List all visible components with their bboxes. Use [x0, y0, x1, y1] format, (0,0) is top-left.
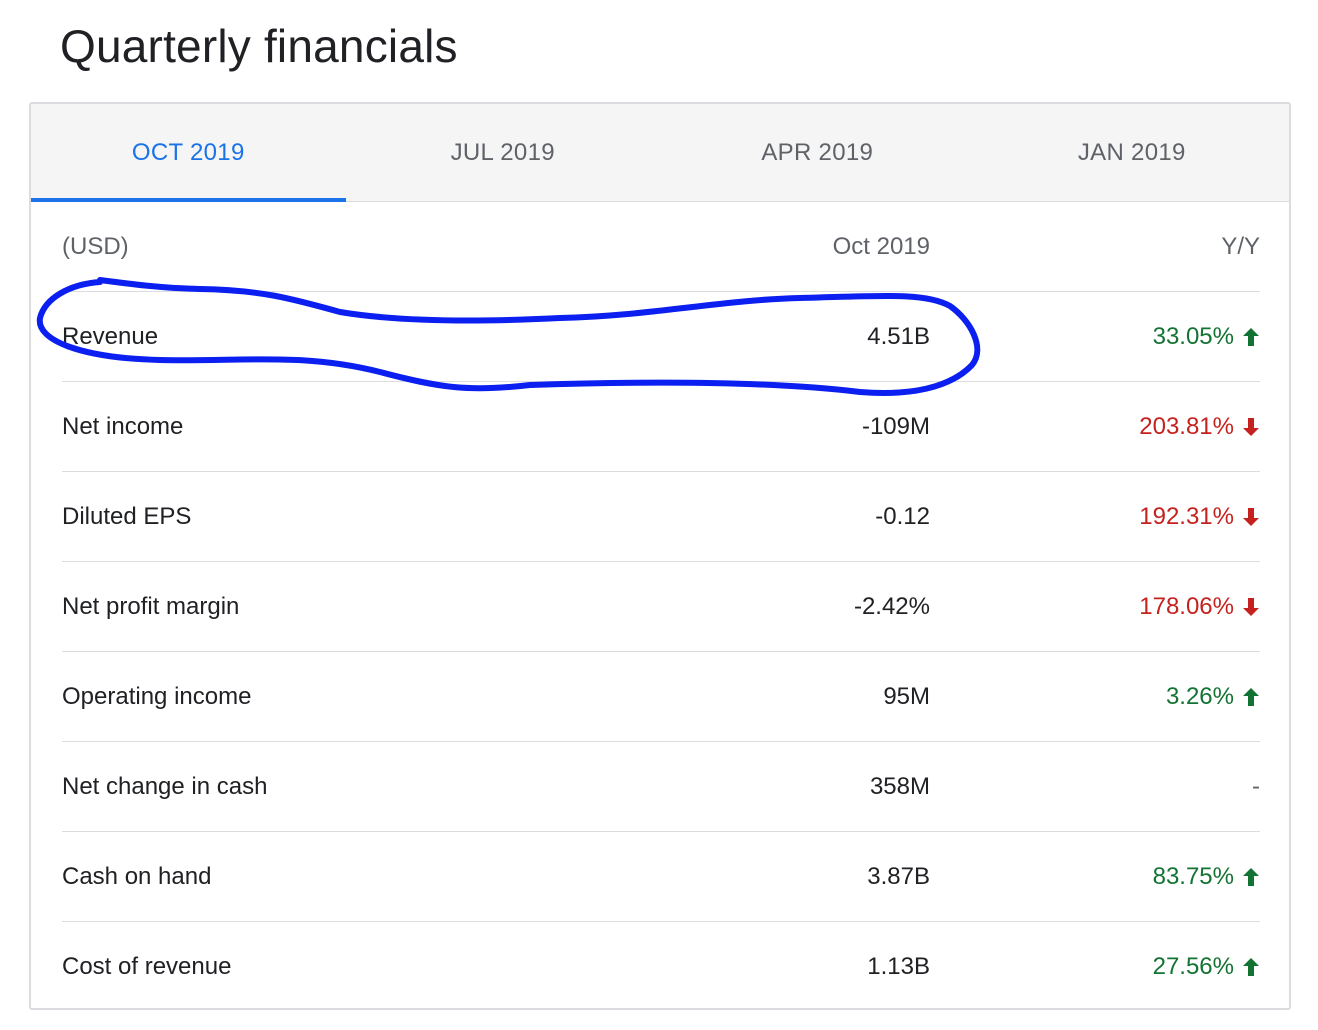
yoy-change-text: 33.05%: [1152, 322, 1234, 350]
period-header: Oct 2019: [832, 232, 930, 260]
metric-label: Cash on hand: [62, 862, 212, 890]
arrow-up-icon: [1243, 687, 1259, 706]
table-row: Operating income 95M 3.26%: [62, 652, 1260, 742]
currency-header: (USD): [62, 232, 129, 260]
tab-oct-2019[interactable]: OCT 2019: [31, 104, 346, 202]
metric-value: 95M: [883, 682, 930, 710]
yoy-change-text: 3.26%: [1165, 682, 1234, 710]
arrow-up-icon: [1243, 958, 1259, 976]
yoy-change: 27.56%: [930, 953, 1260, 981]
metric-label: Net profit margin: [62, 592, 240, 620]
metric-value: 1.13B: [867, 953, 930, 980]
arrow-up-icon: [1243, 327, 1259, 346]
table-row: Cash on hand 3.87B 83.75%: [62, 832, 1260, 922]
table-row: Cost of revenue 1.13B 27.56%: [62, 922, 1260, 1008]
tab-apr-2019[interactable]: APR 2019: [761, 138, 874, 166]
financials-card: OCT 2019 JUL 2019 APR 2019 JAN 2019 (USD…: [29, 102, 1291, 1010]
metric-value: 358M: [869, 772, 930, 800]
arrow-down-icon: [1243, 417, 1259, 436]
metric-value: 3.87B: [867, 862, 930, 890]
metric-label: Net change in cash: [62, 772, 268, 800]
yoy-change: 3.26%: [930, 683, 1260, 711]
yoy-change-text: 203.81%: [1139, 412, 1234, 440]
table-row: Net change in cash 358M -: [62, 742, 1260, 832]
metric-label: Net income: [62, 412, 184, 440]
yoy-change: 83.75%: [930, 863, 1260, 891]
yoy-change: 33.05%: [930, 323, 1260, 351]
table-row: Revenue 4.51B 33.05%: [62, 292, 1260, 382]
tab-jan-2019[interactable]: JAN 2019: [1077, 138, 1186, 166]
metric-value: -0.12: [875, 502, 930, 530]
metric-label: Operating income: [62, 682, 252, 710]
table-row: Net income -109M 203.81%: [62, 382, 1260, 472]
yoy-change: 192.31%: [930, 503, 1260, 531]
metric-label: Revenue: [62, 322, 159, 350]
metric-label: Diluted EPS: [62, 502, 192, 530]
arrow-down-icon: [1243, 597, 1259, 616]
table-row: Diluted EPS -0.12 192.31%: [62, 472, 1260, 562]
quarter-tabs: OCT 2019 JUL 2019 APR 2019 JAN 2019: [31, 104, 1289, 202]
metric-value: 4.51B: [867, 322, 930, 350]
table-row: Net profit margin -2.42% 178.06%: [62, 562, 1260, 652]
yoy-change-text: -: [1252, 772, 1260, 800]
yoy-change-text: 27.56%: [1152, 953, 1234, 980]
yoy-header: Y/Y: [1221, 232, 1260, 260]
table-header-row: (USD) Oct 2019 Y/Y: [62, 202, 1260, 292]
tab-jul-2019[interactable]: JUL 2019: [450, 138, 555, 166]
metric-label: Cost of revenue: [62, 953, 232, 980]
metric-value: -109M: [861, 412, 930, 440]
arrow-up-icon: [1243, 867, 1259, 886]
yoy-change-text: 83.75%: [1152, 862, 1234, 890]
yoy-change: -: [930, 773, 1260, 801]
page-title: Quarterly financials: [60, 20, 458, 72]
yoy-change: 178.06%: [930, 593, 1260, 621]
yoy-change: 203.81%: [930, 413, 1260, 441]
yoy-change-text: 178.06%: [1139, 592, 1234, 620]
yoy-change-text: 192.31%: [1139, 502, 1234, 530]
metric-value: -2.42%: [853, 592, 930, 620]
table-body: Revenue 4.51B 33.05% Net income -109M 203.81%…: [62, 292, 1260, 1008]
arrow-down-icon: [1243, 507, 1259, 526]
financials-table: (USD) Oct 2019 Y/Y Revenue 4.51B 33.05% Net…: [62, 202, 1260, 1008]
